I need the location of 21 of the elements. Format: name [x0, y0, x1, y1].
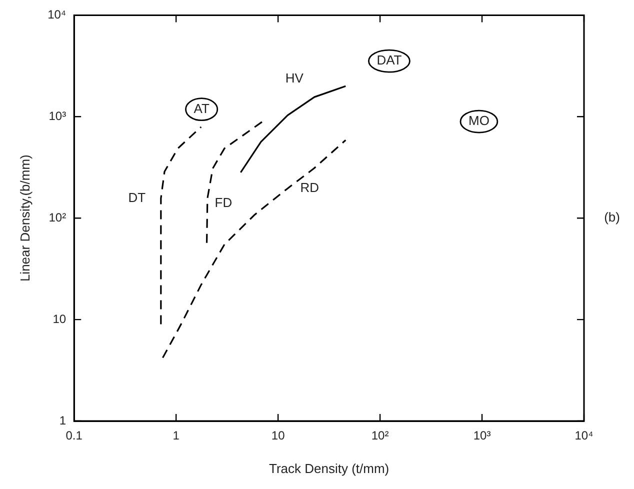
series-label: RD — [300, 180, 319, 196]
annotation: AT — [194, 100, 210, 116]
y-axis-title: Linear Density,(b/mm) — [17, 154, 32, 282]
x-tick-label: 1 — [172, 428, 180, 443]
x-tick-label: 10⁴ — [574, 428, 594, 443]
series-label: DT — [128, 190, 146, 205]
y-tick-label: 10³ — [48, 108, 66, 123]
text: (b) — [604, 210, 620, 225]
y-tick-label: 10 — [52, 312, 66, 326]
y-tick-label: 10² — [48, 210, 66, 224]
x-axis-title: Track Density (t/mm) — [268, 460, 390, 476]
series-label: HV — [285, 70, 304, 86]
y-tick-label: 10⁴ — [48, 8, 66, 22]
annotation: DAT — [376, 52, 402, 68]
annotation: MO — [468, 113, 490, 128]
series-label: FD — [214, 194, 232, 210]
x-tick-label: 10³ — [473, 428, 491, 443]
x-tick-label: 0.1 — [66, 428, 83, 443]
x-tick-label: 10 — [271, 428, 286, 443]
y-tick-label: 1 — [59, 413, 66, 428]
x-tick-label: 10² — [371, 428, 389, 443]
